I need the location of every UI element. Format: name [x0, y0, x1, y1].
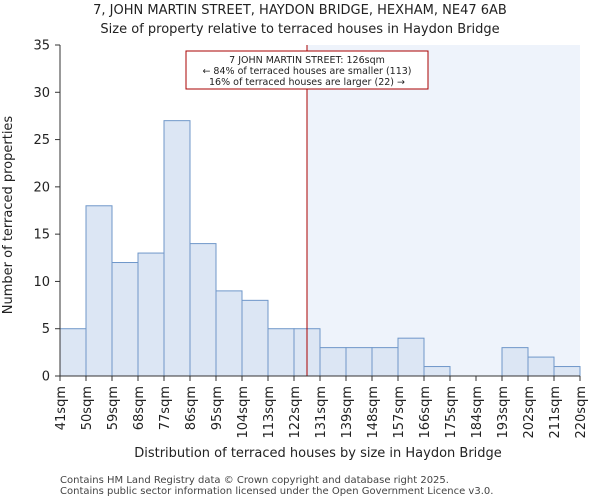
histogram-bar: [397, 337, 425, 377]
y-tick-label: 25: [33, 133, 50, 148]
annotation-line: 7 JOHN MARTIN STREET: 126sqm: [229, 55, 385, 66]
x-tick-label: 148sqm: [366, 386, 381, 439]
larger-region-shade: [307, 45, 580, 376]
y-tick-label: 30: [33, 86, 50, 101]
histogram-bar: [553, 366, 581, 377]
histogram-bar: [527, 356, 555, 377]
annotation-line: ← 84% of terraced houses are smaller (11…: [202, 66, 411, 77]
y-tick-label: 0: [42, 370, 50, 385]
histogram-bar: [163, 120, 191, 377]
footer-line-1: Contains HM Land Registry data © Crown c…: [60, 475, 449, 486]
x-tick-label: 104sqm: [236, 386, 251, 439]
x-tick-label: 166sqm: [418, 386, 433, 439]
x-axis-label: Distribution of terraced houses by size …: [134, 446, 502, 461]
histogram-bar: [59, 328, 87, 377]
histogram-bar: [137, 252, 165, 377]
histogram-bar: [371, 347, 399, 377]
x-tick-label: 41sqm: [54, 386, 69, 430]
y-tick-label: 10: [33, 275, 50, 290]
y-axis-label: Number of terraced properties: [1, 116, 16, 315]
y-tick-label: 15: [33, 228, 50, 243]
x-tick-label: 122sqm: [288, 386, 303, 439]
x-tick-label: 50sqm: [80, 386, 95, 430]
x-tick-label: 86sqm: [184, 386, 199, 430]
y-tick-label: 20: [33, 180, 50, 195]
x-tick-label: 184sqm: [470, 386, 485, 439]
annotation-line: 16% of terraced houses are larger (22) →: [209, 77, 405, 88]
x-tick-label: 157sqm: [392, 386, 407, 439]
histogram-bar: [345, 347, 373, 377]
histogram-bar: [501, 347, 529, 377]
x-tick-label: 59sqm: [106, 386, 121, 430]
x-tick-label: 139sqm: [340, 386, 355, 439]
x-tick-label: 202sqm: [522, 386, 537, 439]
chart-title: 7, JOHN MARTIN STREET, HAYDON BRIDGE, HE…: [93, 3, 507, 18]
histogram-bar: [241, 299, 269, 377]
histogram-bar: [111, 262, 139, 377]
x-tick-label: 193sqm: [496, 386, 511, 439]
x-tick-label: 220sqm: [574, 386, 589, 439]
x-tick-label: 175sqm: [444, 386, 459, 439]
histogram-bar: [85, 205, 113, 377]
chart-subtitle: Size of property relative to terraced ho…: [100, 22, 499, 37]
histogram-bar: [319, 347, 347, 377]
x-tick-label: 68sqm: [132, 386, 147, 430]
y-tick-label: 5: [42, 322, 50, 337]
histogram-bar: [423, 366, 451, 377]
annotation-box: [185, 50, 429, 90]
x-tick-label: 131sqm: [314, 386, 329, 439]
x-tick-label: 95sqm: [210, 386, 225, 430]
histogram-bar: [215, 290, 243, 377]
y-tick-label: 35: [33, 39, 50, 54]
histogram-bar: [189, 243, 217, 377]
footer-line-2: Contains public sector information licen…: [60, 486, 493, 497]
x-tick-label: 211sqm: [548, 386, 563, 439]
x-tick-label: 113sqm: [262, 386, 277, 439]
x-tick-label: 77sqm: [158, 386, 173, 430]
histogram-bar: [267, 328, 295, 377]
